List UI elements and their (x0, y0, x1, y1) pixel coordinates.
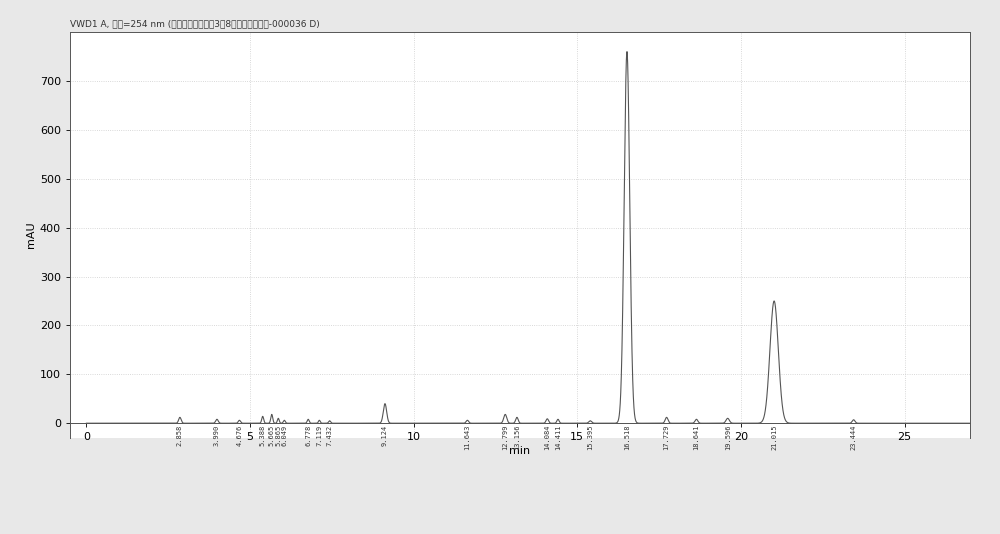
X-axis label: min: min (509, 446, 531, 457)
Text: 19.596: 19.596 (725, 425, 731, 450)
Text: 7.119: 7.119 (316, 425, 322, 446)
Text: 5.865: 5.865 (275, 425, 281, 446)
Text: VWD1 A, 波长=254 nm (表示变换前水液中3月8日工作液中之一-000036 D): VWD1 A, 波长=254 nm (表示变换前水液中3月8日工作液中之一-00… (70, 19, 320, 28)
Text: 3.990: 3.990 (214, 425, 220, 446)
Text: 11.643: 11.643 (464, 425, 470, 450)
Text: 6.049: 6.049 (281, 425, 287, 446)
Text: 6.778: 6.778 (305, 425, 311, 446)
Text: 12.799: 12.799 (502, 425, 508, 450)
Text: 5.665: 5.665 (269, 425, 275, 446)
Text: 17.729: 17.729 (664, 425, 670, 450)
Text: 18.641: 18.641 (693, 425, 699, 450)
Text: 2.858: 2.858 (177, 425, 183, 446)
Text: 23.444: 23.444 (851, 425, 857, 450)
Text: 5.388: 5.388 (260, 425, 266, 446)
Text: 16.518: 16.518 (624, 425, 630, 450)
Text: 14.411: 14.411 (555, 425, 561, 450)
Y-axis label: mAU: mAU (26, 222, 36, 248)
Text: 15.395: 15.395 (587, 425, 593, 450)
Text: 4.676: 4.676 (236, 425, 242, 446)
Text: 9.124: 9.124 (382, 425, 388, 446)
Text: 14.084: 14.084 (544, 425, 550, 450)
Text: 13.156: 13.156 (514, 425, 520, 450)
Text: 7.432: 7.432 (327, 425, 333, 446)
Text: 21.015: 21.015 (771, 425, 777, 450)
